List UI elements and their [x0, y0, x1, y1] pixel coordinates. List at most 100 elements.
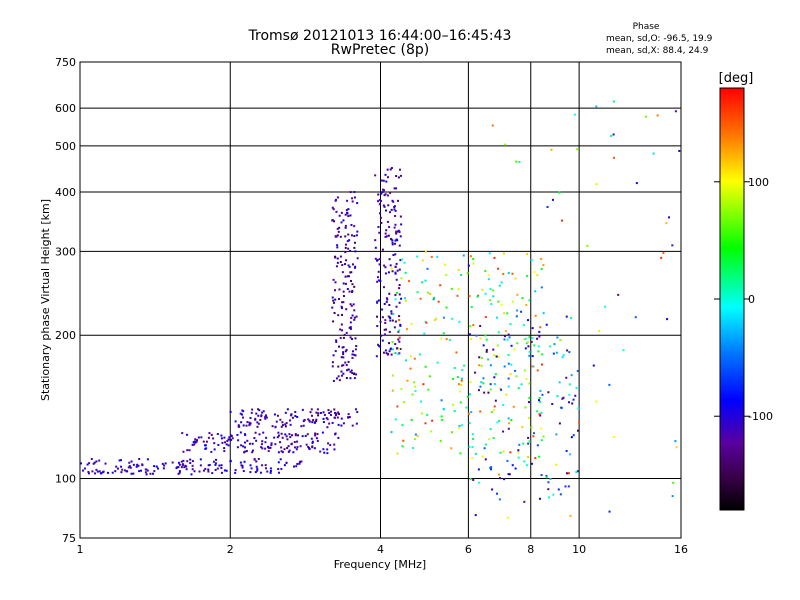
data-point: [144, 471, 147, 474]
data-point: [509, 373, 512, 376]
data-point: [319, 450, 322, 453]
data-point: [504, 330, 507, 333]
data-point: [381, 316, 384, 319]
data-point: [678, 149, 681, 152]
data-point: [332, 320, 335, 323]
data-point: [378, 231, 381, 234]
data-point: [229, 410, 232, 413]
data-point: [178, 470, 181, 473]
data-point: [478, 481, 481, 484]
data-point: [98, 459, 101, 462]
data-point: [342, 364, 345, 367]
data-point: [394, 418, 397, 421]
data-point: [437, 300, 440, 303]
data-point: [492, 295, 495, 298]
data-point: [608, 383, 611, 386]
data-point: [269, 469, 272, 472]
data-point: [387, 204, 390, 207]
data-point: [527, 455, 530, 458]
data-point: [433, 319, 436, 322]
data-point: [674, 440, 677, 443]
phase-stats-o: mean, sd,O: -96.5, 19.9: [606, 34, 713, 44]
data-point: [202, 440, 205, 443]
data-point: [452, 377, 455, 380]
data-point: [377, 200, 380, 203]
colorbar-tick-label: 100: [748, 176, 769, 189]
data-point: [568, 383, 571, 386]
data-point: [322, 411, 325, 414]
data-point: [313, 447, 316, 450]
data-point: [523, 460, 526, 463]
data-point: [354, 354, 357, 357]
data-point: [400, 388, 403, 391]
data-point: [424, 279, 427, 282]
data-point: [515, 160, 518, 163]
data-point: [129, 466, 132, 469]
data-point: [297, 434, 300, 437]
data-point: [191, 468, 194, 471]
data-point: [384, 319, 387, 322]
data-point: [279, 458, 282, 461]
data-point: [346, 288, 349, 291]
data-point: [90, 458, 93, 461]
data-point: [384, 232, 387, 235]
data-point: [291, 416, 294, 419]
data-point: [223, 450, 226, 453]
data-point: [241, 464, 244, 467]
data-point: [385, 180, 388, 183]
data-point: [254, 417, 257, 420]
data-point: [207, 436, 210, 439]
data-point: [344, 251, 347, 254]
data-point: [514, 467, 517, 470]
data-point: [239, 412, 242, 415]
data-point: [378, 263, 381, 266]
data-point: [540, 286, 543, 289]
data-point: [347, 208, 350, 211]
data-point: [351, 291, 354, 294]
data-point: [398, 340, 401, 343]
data-point: [220, 464, 223, 467]
data-point: [338, 379, 341, 382]
data-point: [538, 396, 541, 399]
data-point: [340, 323, 343, 326]
data-point: [568, 393, 571, 396]
data-point: [568, 351, 571, 354]
data-point: [520, 383, 523, 386]
data-point: [242, 424, 245, 427]
data-point: [530, 340, 533, 343]
data-point: [315, 437, 318, 440]
data-point: [231, 437, 234, 440]
data-point: [396, 405, 399, 408]
data-point: [424, 250, 427, 253]
data-point: [530, 426, 533, 429]
data-point: [345, 364, 348, 367]
data-point: [390, 312, 393, 315]
colorbar-tick-label: -100: [748, 410, 773, 423]
data-point: [261, 447, 264, 450]
data-point: [542, 264, 545, 267]
data-point: [200, 436, 203, 439]
data-point: [262, 410, 265, 413]
data-point: [190, 473, 193, 476]
data-point: [660, 256, 663, 259]
data-point: [491, 488, 494, 491]
data-point: [356, 257, 359, 260]
data-point: [242, 445, 245, 448]
data-point: [121, 468, 124, 471]
data-point: [387, 234, 390, 237]
data-point: [613, 435, 616, 438]
data-point: [574, 394, 577, 397]
data-point: [323, 451, 326, 454]
data-point: [416, 291, 419, 294]
data-point: [398, 268, 401, 271]
data-point: [336, 196, 339, 199]
data-point: [479, 324, 482, 327]
data-point: [480, 381, 483, 384]
data-point: [506, 338, 509, 341]
data-point: [251, 442, 254, 445]
data-point: [293, 440, 296, 443]
data-point: [458, 424, 461, 427]
data-point: [489, 388, 492, 391]
data-point: [521, 297, 524, 300]
